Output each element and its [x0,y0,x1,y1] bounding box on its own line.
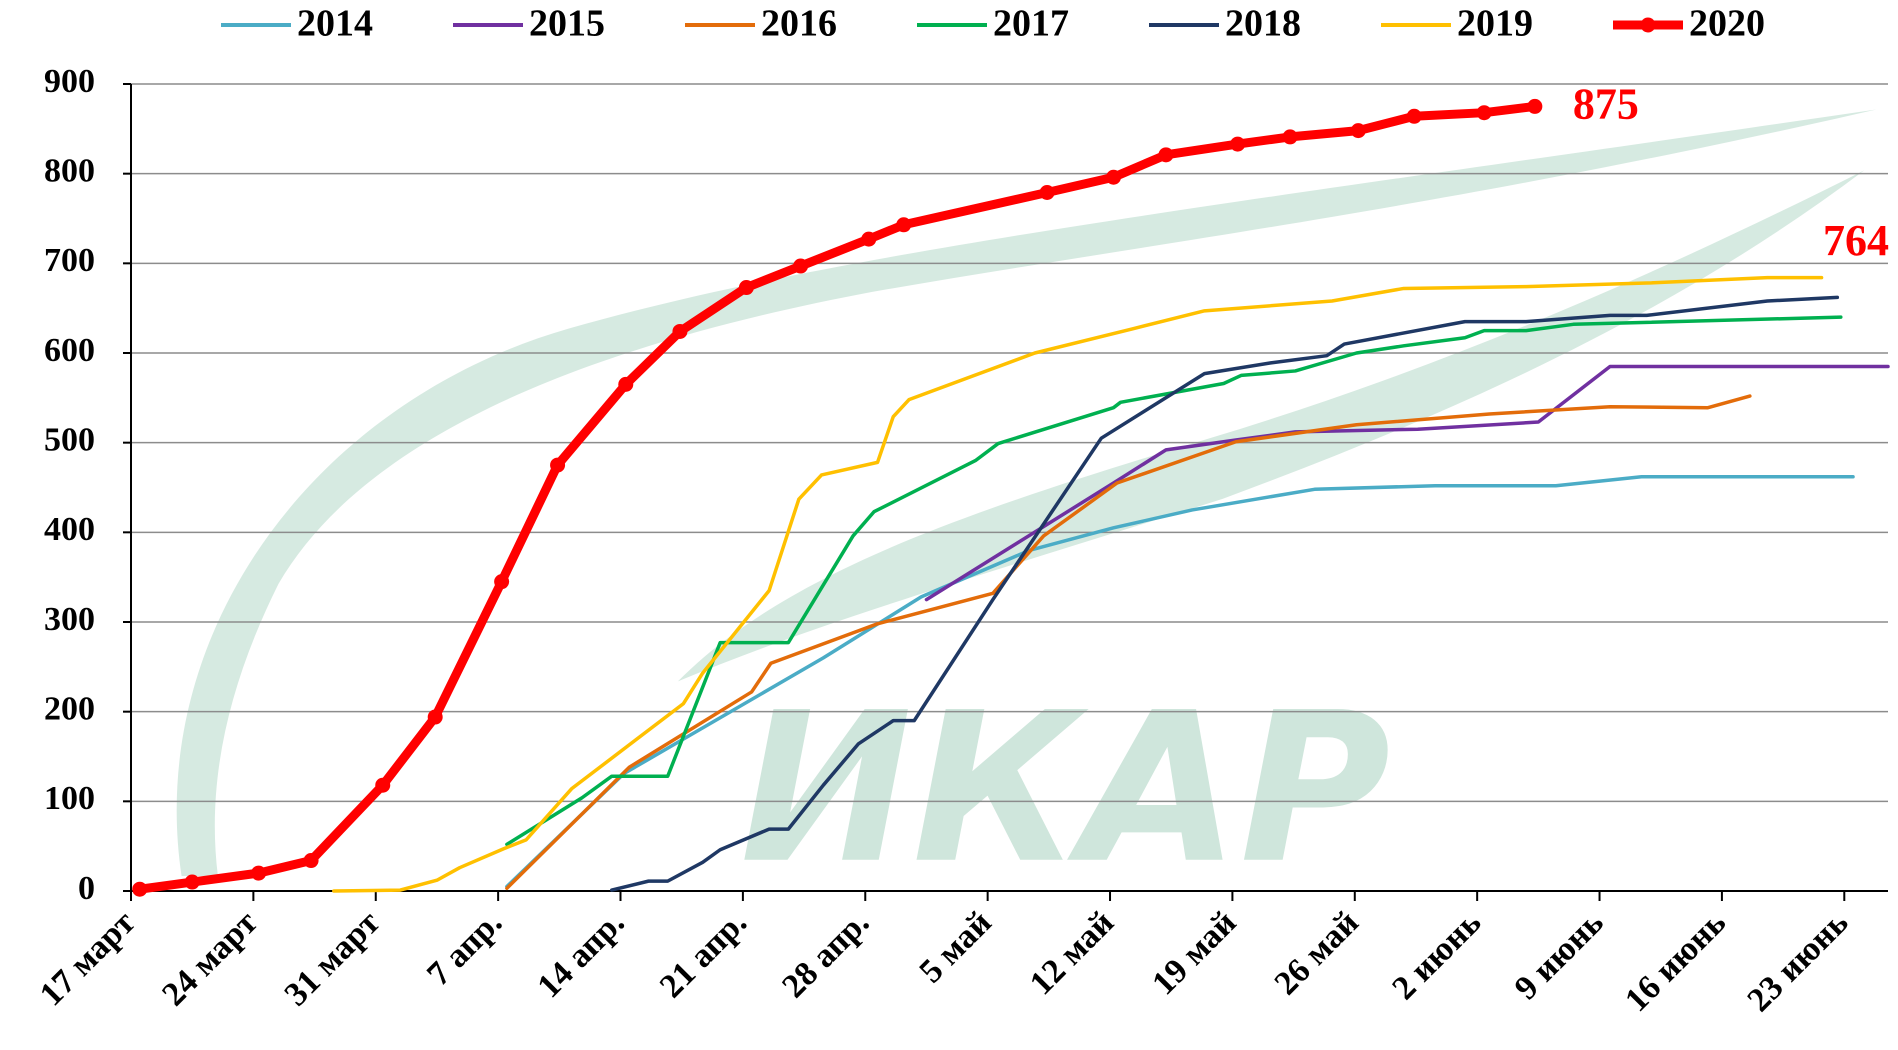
x-tick-label: 12 май [1023,904,1121,1002]
point-marker [375,777,391,793]
series-line [505,315,1843,847]
x-tick-label: 5 май [913,904,999,990]
y-tick-label: 600 [44,332,95,369]
logo-swoosh [677,170,1865,682]
y-tick-label: 300 [44,601,95,638]
x-tick-label: 7 апр. [420,904,509,993]
annotation: 764 [1823,216,1889,265]
y-tick-label: 800 [44,152,95,189]
x-tick-label: 28 апр. [775,904,876,1005]
x-tick-label: 9 июнь [1508,904,1611,1007]
x-tick-label: 24 март [155,904,265,1014]
point-marker [1282,129,1298,145]
legend-label: 2016 [761,3,837,45]
point-marker [303,853,319,869]
series-line [332,275,1824,893]
point-marker [1476,105,1492,121]
point-marker [1350,123,1366,139]
watermark: ИКАР [740,667,1390,909]
point-marker [184,874,200,890]
data-label: 875 [1573,80,1639,129]
point-marker [738,280,754,296]
legend-label: 2017 [993,3,1069,45]
x-tick-label: 19 май [1145,904,1243,1002]
point-marker [427,709,443,725]
point-marker [672,323,688,339]
x-tick-label: 26 май [1268,904,1366,1002]
series-line [610,295,1840,892]
point-marker [1039,184,1055,200]
point-marker [1106,169,1122,185]
x-tick-label: 23 июнь [1740,904,1855,1019]
legend-label: 2014 [297,3,373,45]
legend-label: 2019 [1457,3,1533,45]
point-marker [1406,108,1422,124]
legend-label: 2020 [1689,3,1765,45]
point-marker [251,865,267,881]
x-tick-label: 21 апр. [653,904,754,1005]
point-marker [618,376,634,392]
x-tick-label: 2 июнь [1385,904,1488,1007]
y-tick-label: 700 [44,242,95,279]
point-marker [1230,136,1246,152]
point-marker [1527,98,1543,114]
y-tick-label: 400 [44,511,95,548]
legend-label: 2018 [1225,3,1301,45]
y-tick-label: 100 [44,780,95,817]
point-marker [1158,147,1174,163]
legend-label: 2015 [529,3,605,45]
y-tick-label: 0 [78,870,95,907]
point-marker [132,881,148,897]
legend-marker [1640,17,1656,33]
y-tick-label: 500 [44,421,95,458]
y-tick-label: 900 [44,63,95,100]
x-tick-label: 14 апр. [531,904,632,1005]
background-logo: ИКАР [176,109,1877,909]
series-line [505,474,1855,889]
point-marker [550,457,566,473]
x-tick-label: 31 март [278,904,388,1014]
point-marker [896,217,912,233]
point-marker [861,231,877,247]
x-tick-label: 16 июнь [1618,904,1733,1019]
y-tick-label: 200 [44,690,95,727]
point-marker [793,258,809,274]
point-marker [494,574,510,590]
x-tick-label: 17 март [33,904,143,1014]
series-line [505,394,1752,891]
